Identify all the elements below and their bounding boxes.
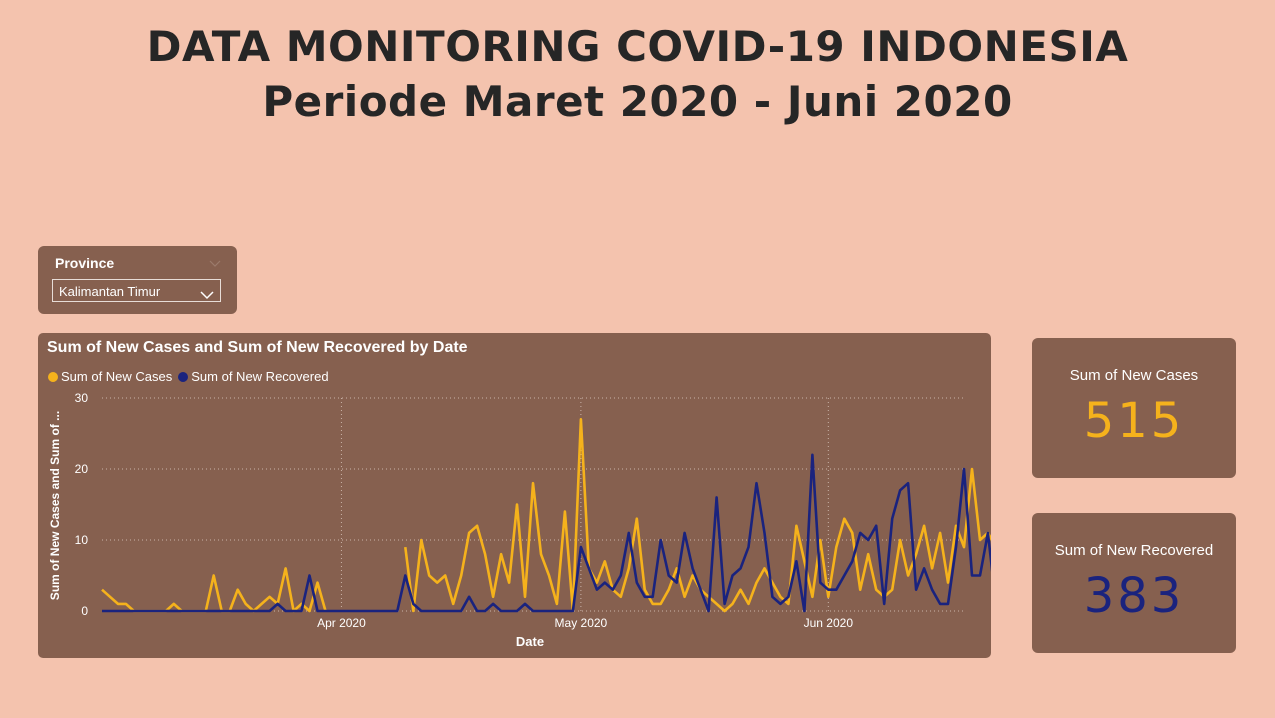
province-slicer: Province Kalimantan Timur: [38, 246, 237, 314]
x-tick-label: May 2020: [555, 616, 608, 630]
y-tick-label: 10: [75, 533, 89, 547]
x-axis-title: Date: [516, 634, 544, 649]
new-cases-card-value: 515: [1083, 393, 1185, 449]
x-tick-label: Apr 2020: [317, 616, 366, 630]
eraser-icon[interactable]: [209, 254, 221, 267]
province-dropdown[interactable]: Kalimantan Timur: [52, 279, 221, 302]
legend-label-new-recovered: Sum of New Recovered: [191, 369, 329, 384]
chart-title: Sum of New Cases and Sum of New Recovere…: [47, 339, 468, 356]
slicer-label: Province: [55, 255, 115, 271]
x-tick-label: Jun 2020: [804, 616, 854, 630]
new-recovered-card: Sum of New Recovered 383: [1032, 513, 1236, 653]
new-cases-line: [101, 567, 327, 613]
legend-marker-new-recovered: [178, 371, 189, 382]
new-recovered-card-value: 383: [1083, 568, 1185, 624]
legend-item-new-recovered[interactable]: Sum of New Recovered: [178, 369, 329, 384]
legend-marker-new-cases: [48, 371, 58, 382]
new-recovered-line: [102, 453, 991, 613]
line-chart-panel: Sum of New Cases and Sum of New Recovere…: [38, 333, 991, 658]
y-axis-title: Sum of New Cases and Sum of ...: [48, 411, 62, 600]
line-chart: 0 10 20 30 Apr 2020 May 2020 Jun 2020 Date Sum o…: [48, 391, 991, 649]
legend-label-new-cases: Sum of New Cases: [61, 369, 173, 384]
y-tick-label: 30: [75, 391, 89, 405]
chart-legend: Sum of New Cases Sum of New Recovered: [48, 369, 335, 384]
new-cases-card: Sum of New Cases 515: [1032, 338, 1236, 478]
legend-item-new-cases[interactable]: Sum of New Cases: [48, 369, 172, 384]
y-tick-label: 20: [75, 462, 89, 476]
new-cases-card-label: Sum of New Cases: [1069, 367, 1199, 384]
page-title-line1: DATA MONITORING COVID-19 INDONESIA: [146, 22, 1129, 71]
y-tick-label: 0: [81, 604, 88, 618]
page-title-line2: Periode Maret 2020 - Juni 2020: [262, 77, 1013, 126]
new-recovered-card-label: Sum of New Recovered: [1054, 542, 1214, 559]
province-selected-value: Kalimantan Timur: [59, 284, 161, 299]
chevron-down-icon[interactable]: [200, 285, 214, 304]
